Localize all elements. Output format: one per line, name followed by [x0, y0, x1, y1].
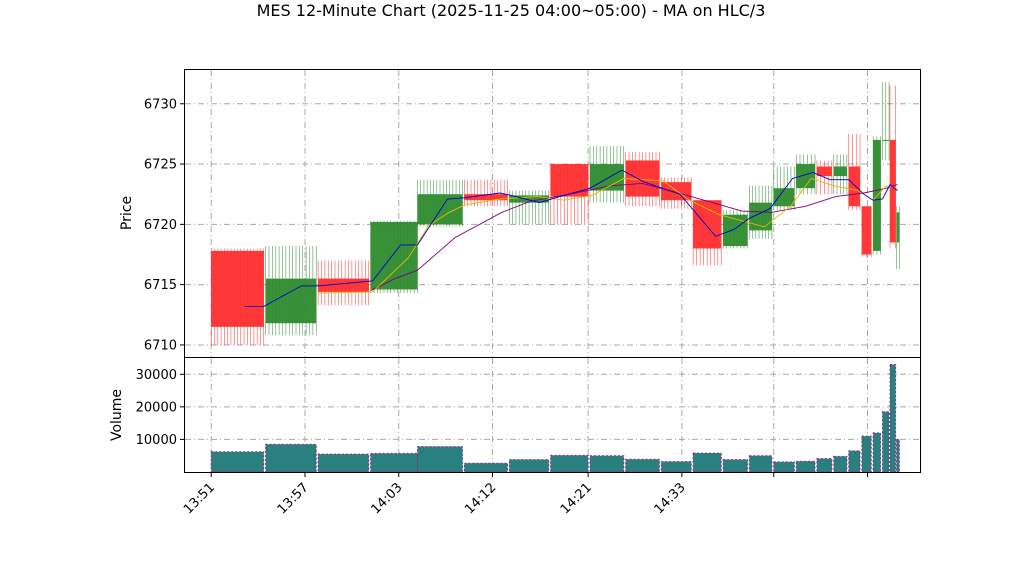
candle: [773, 166, 795, 210]
candle-body: [848, 166, 860, 207]
volume-tick-label: 20000: [136, 400, 177, 415]
candle: [370, 220, 418, 294]
candle: [464, 179, 508, 207]
candle-body: [896, 212, 900, 243]
volume-bar: [508, 459, 550, 473]
volume-bar: [692, 452, 722, 473]
candle: [265, 246, 317, 336]
price-tick-label: 6715: [144, 278, 177, 293]
candle-body: [882, 139, 890, 141]
candle-body: [749, 202, 772, 231]
candle: [509, 190, 550, 225]
candle-body: [509, 195, 549, 203]
candle: [896, 206, 900, 269]
candle: [722, 209, 748, 249]
volume-bar: [848, 450, 861, 473]
candle: [692, 200, 722, 266]
candle-body: [890, 139, 896, 243]
volume-bar: [550, 454, 589, 473]
candle-body: [796, 164, 815, 189]
volume-bar: [861, 435, 872, 473]
candle-body: [693, 200, 722, 249]
volume-bar: [660, 461, 692, 473]
ma-slow-line: [370, 182, 898, 292]
candle: [550, 164, 589, 225]
volume-bar: [317, 453, 370, 473]
volume-bar: [833, 455, 848, 473]
price-tick-label: 6725: [144, 158, 177, 173]
volume-bar: [882, 411, 890, 473]
candle: [816, 160, 833, 195]
volume-bar: [748, 455, 773, 473]
volume-bar: [722, 459, 748, 473]
volume-bar: [795, 460, 816, 473]
x-tick-label: 13:51: [181, 480, 218, 517]
volume-tick-label: 30000: [136, 368, 177, 383]
price-axis-label: Price: [119, 196, 135, 230]
candle: [749, 185, 773, 239]
price-tick-label: 6730: [144, 97, 177, 112]
candle-body: [873, 139, 881, 251]
candle: [317, 260, 370, 306]
volume-panel: 10000 20000 30000 Volume: [109, 357, 921, 473]
price-tick-label: 6720: [144, 218, 177, 233]
volume-bar: [896, 438, 900, 473]
candle: [589, 145, 625, 203]
candle-body: [318, 278, 369, 292]
candle: [417, 179, 463, 227]
candle-body: [723, 214, 748, 247]
chart-title: MES 12-Minute Chart (2025-11-25 04:00~05…: [257, 1, 766, 20]
candle: [210, 248, 265, 345]
volume-bar: [872, 432, 882, 473]
candle-body: [211, 250, 264, 327]
volume-bar: [210, 451, 265, 473]
candle: [848, 133, 861, 210]
candle: [872, 136, 881, 255]
x-tick-label: 14:21: [558, 480, 595, 517]
candle: [861, 206, 872, 257]
candle-body: [861, 206, 872, 255]
volume-bar: [589, 455, 625, 473]
price-tick-label: 6710: [144, 338, 177, 353]
volume-bar: [417, 446, 463, 473]
volume-bar: [625, 458, 660, 473]
x-tick-label: 14:12: [462, 480, 499, 517]
x-tick-label: 14:03: [368, 480, 405, 517]
candle: [795, 154, 816, 195]
ma-fast-line: [245, 169, 898, 307]
candle-body: [464, 194, 508, 201]
x-tick-label: 13:57: [275, 480, 312, 517]
volume-bar: [265, 443, 317, 473]
volume-bar: [889, 364, 897, 473]
candle: [889, 85, 896, 249]
ma-mid-line: [318, 177, 898, 294]
x-tick-label: 14:33: [652, 480, 689, 517]
volume-bar: [463, 462, 508, 473]
volume-bar: [816, 458, 833, 473]
volume-axis-label: Volume: [109, 389, 125, 441]
candle-body: [816, 166, 832, 177]
volume-bar: [773, 461, 795, 473]
candle-body: [550, 164, 589, 197]
time-axis: 13:51 13:57 14:03 14:12 14:21 14:33: [181, 472, 868, 517]
candle-body: [833, 166, 847, 177]
volume-bar: [370, 452, 418, 473]
candle-body: [661, 182, 692, 201]
candle-body: [773, 188, 795, 207]
candle: [882, 82, 890, 161]
price-panel: 6710 6715 6720 6725 6730 Price: [119, 69, 921, 358]
volume-tick-label: 10000: [136, 433, 177, 448]
volume-panel-frame: [184, 357, 921, 473]
